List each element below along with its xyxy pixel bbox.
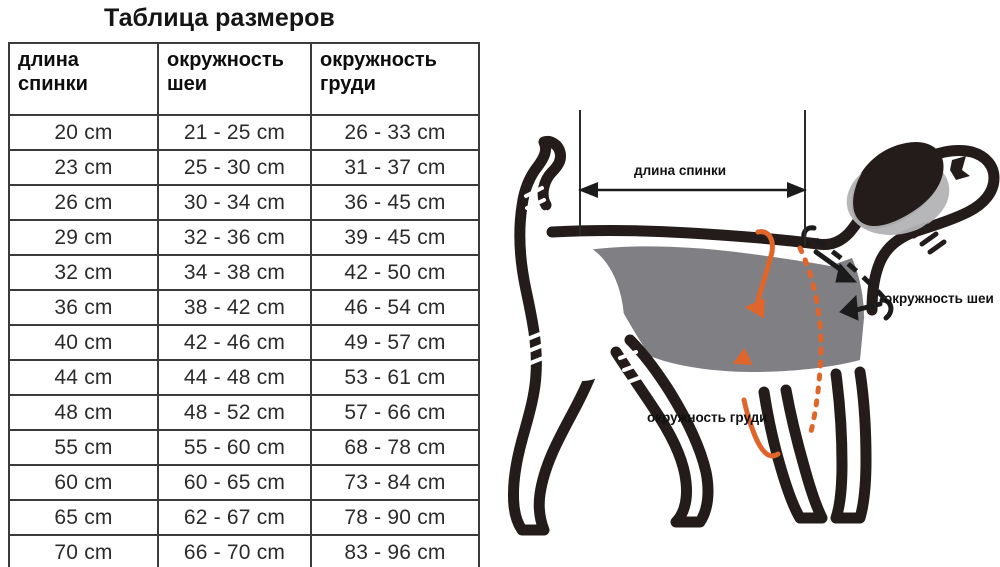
back-length-measure-group: [578, 110, 807, 245]
column-header-chest-girth: окружность груди: [310, 42, 480, 116]
dog-measurement-diagram: длина спинки окружность шеи окружность г…: [500, 0, 1000, 567]
cell-neck-girth: 55 - 60 cm: [157, 429, 312, 466]
cell-back-length: 65 cm: [8, 499, 159, 536]
dog-eye-icon: [950, 156, 970, 180]
cell-neck-girth: 25 - 30 cm: [157, 149, 312, 186]
cell-back-length: 55 cm: [8, 429, 159, 466]
cell-chest-girth: 31 - 37 cm: [310, 149, 480, 186]
size-table: длина спинки окружность шеи окружность г…: [8, 42, 480, 567]
table-row: 32 cm 34 - 38 cm 42 - 50 cm: [8, 254, 480, 291]
column-header-back-length-line2: спинки: [18, 73, 88, 96]
column-header-neck-girth-line2: шеи: [167, 73, 208, 96]
cell-back-length: 29 cm: [8, 219, 159, 256]
dog-diagram-svg: [508, 110, 1000, 536]
dog-hind-leg: [610, 334, 714, 528]
cell-neck-girth: 21 - 25 cm: [157, 114, 312, 151]
label-neck-girth: окружность шеи: [884, 291, 994, 306]
size-table-body: 20 cm 21 - 25 cm 26 - 33 cm 23 cm 25 - 30 cm…: [8, 114, 480, 567]
cell-neck-girth: 44 - 48 cm: [157, 359, 312, 396]
dog-leg-stripes: [523, 186, 646, 384]
dog-head-cap-top: [853, 141, 944, 227]
size-table-container: длина спинки окружность шеи окружность г…: [8, 42, 480, 567]
column-header-chest-girth-line2: груди: [320, 73, 376, 96]
cell-back-length: 32 cm: [8, 254, 159, 291]
cell-chest-girth: 42 - 50 cm: [310, 254, 480, 291]
cell-neck-girth: 48 - 52 cm: [157, 394, 312, 431]
dog-front-leg-patch: [885, 370, 928, 426]
cell-back-length: 23 cm: [8, 149, 159, 186]
cell-neck-girth: 60 - 65 cm: [157, 464, 312, 501]
label-chest-girth: окружность груди: [647, 410, 768, 425]
table-row: 70 cm 66 - 70 cm 83 - 96 cm: [8, 534, 480, 567]
cell-chest-girth: 83 - 96 cm: [310, 534, 480, 567]
cell-chest-girth: 73 - 84 cm: [310, 464, 480, 501]
cell-back-length: 60 cm: [8, 464, 159, 501]
back-length-arrowhead-right: [787, 182, 807, 198]
table-row: 65 cm 62 - 67 cm 78 - 90 cm: [8, 499, 480, 536]
cell-back-length: 26 cm: [8, 184, 159, 221]
column-header-back-length: длина спинки: [8, 42, 159, 116]
cell-chest-girth: 49 - 57 cm: [310, 324, 480, 361]
table-row: 26 cm 30 - 34 cm 36 - 45 cm: [8, 184, 480, 221]
chest-girth-dotted-line: [797, 245, 824, 439]
table-row: 29 cm 32 - 36 cm 39 - 45 cm: [8, 219, 480, 256]
cell-chest-girth: 39 - 45 cm: [310, 219, 480, 256]
table-row: 55 cm 55 - 60 cm 68 - 78 cm: [8, 429, 480, 466]
cell-back-length: 70 cm: [8, 534, 159, 567]
dog-front-leg-front: [830, 366, 872, 524]
table-header-row: длина спинки окружность шеи окружность г…: [8, 42, 480, 116]
cell-chest-girth: 68 - 78 cm: [310, 429, 480, 466]
chest-girth-arrow: [732, 229, 781, 459]
cell-chest-girth: 46 - 54 cm: [310, 289, 480, 326]
back-length-arrowhead-left: [578, 182, 598, 198]
dog-hip-patch: [542, 239, 625, 381]
table-row: 48 cm 48 - 52 cm 57 - 66 cm: [8, 394, 480, 431]
page-title: Таблица размеров: [104, 4, 335, 32]
cell-neck-girth: 32 - 36 cm: [157, 219, 312, 256]
table-row: 20 cm 21 - 25 cm 26 - 33 cm: [8, 114, 480, 151]
cell-neck-girth: 38 - 42 cm: [157, 289, 312, 326]
cell-back-length: 20 cm: [8, 114, 159, 151]
column-header-neck-girth-line1: окружность: [167, 49, 284, 71]
dog-coat-path: [588, 246, 864, 372]
cell-neck-girth: 30 - 34 cm: [157, 184, 312, 221]
neck-girth-dashed-line: [814, 237, 886, 300]
dog-body-group: [508, 136, 1000, 536]
table-row: 23 cm 25 - 30 cm 31 - 37 cm: [8, 149, 480, 186]
dog-front-leg-rear: [758, 384, 828, 524]
label-back-length: длина спинки: [634, 163, 727, 178]
cell-back-length: 48 cm: [8, 394, 159, 431]
cell-chest-girth: 57 - 66 cm: [310, 394, 480, 431]
cell-chest-girth: 78 - 90 cm: [310, 499, 480, 536]
cell-neck-girth: 42 - 46 cm: [157, 324, 312, 361]
cell-neck-girth: 34 - 38 cm: [157, 254, 312, 291]
table-row: 60 cm 60 - 65 cm 73 - 84 cm: [8, 464, 480, 501]
dog-snout-stripes: [911, 223, 947, 255]
column-header-back-length-line1: длина: [18, 49, 79, 71]
cell-back-length: 40 cm: [8, 324, 159, 361]
column-header-neck-girth: окружность шеи: [157, 42, 312, 116]
cell-chest-girth: 36 - 45 cm: [310, 184, 480, 221]
table-row: 36 cm 38 - 42 cm 46 - 54 cm: [8, 289, 480, 326]
cell-back-length: 36 cm: [8, 289, 159, 326]
column-header-chest-girth-line1: окружность: [320, 49, 437, 71]
cell-neck-girth: 66 - 70 cm: [157, 534, 312, 567]
cell-chest-girth: 26 - 33 cm: [310, 114, 480, 151]
cell-back-length: 44 cm: [8, 359, 159, 396]
cell-neck-girth: 62 - 67 cm: [157, 499, 312, 536]
table-row: 40 cm 42 - 46 cm 49 - 57 cm: [8, 324, 480, 361]
cell-chest-girth: 53 - 61 cm: [310, 359, 480, 396]
table-row: 44 cm 44 - 48 cm 53 - 61 cm: [8, 359, 480, 396]
